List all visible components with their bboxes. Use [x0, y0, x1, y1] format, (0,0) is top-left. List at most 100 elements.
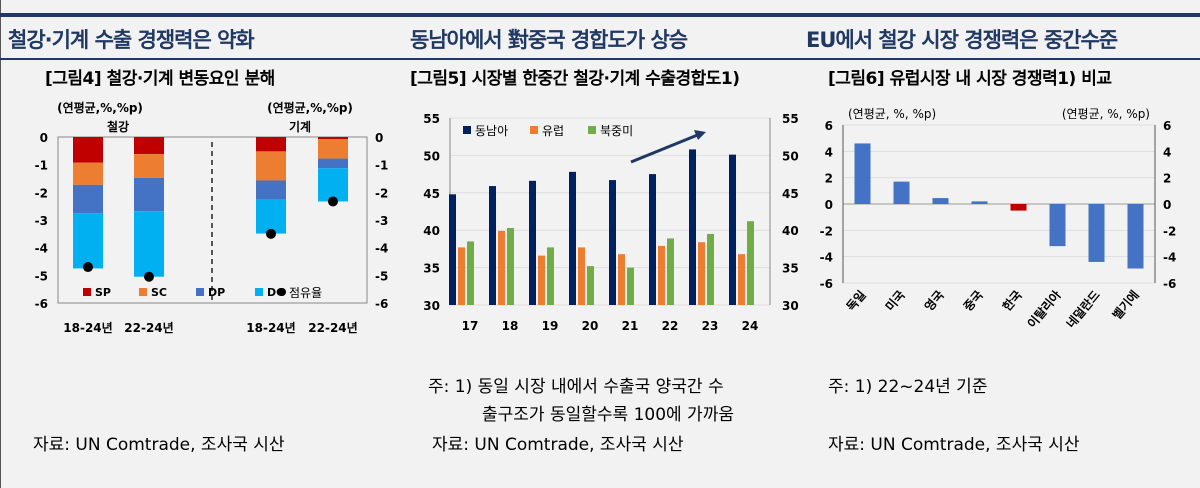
- legend-swatch: [278, 288, 286, 296]
- share-marker: [266, 228, 276, 239]
- bar-유럽: [498, 230, 505, 305]
- bar-SC: [73, 162, 103, 185]
- bar-유럽: [658, 245, 665, 305]
- heading-3: EU에서 철강 시장 경쟁력은 중간수준: [806, 28, 1118, 52]
- y-tick-right: -4: [375, 242, 388, 256]
- unit-right: (연평균, %, %p): [1062, 107, 1150, 121]
- y-tick-left: 45: [423, 187, 440, 201]
- x-label: 18-24년: [63, 321, 112, 335]
- bar-SP: [256, 137, 286, 152]
- bar-SP: [134, 137, 164, 155]
- legend-label: SC: [151, 286, 167, 299]
- x-label: 벨기에: [1109, 287, 1142, 322]
- bar-동남아: [609, 180, 616, 305]
- bar-중국: [971, 201, 988, 204]
- bar-SP: [318, 137, 348, 140]
- bar-동남아: [569, 171, 576, 305]
- y-tick-right: -2: [375, 186, 388, 200]
- bar-DC: [256, 199, 286, 234]
- bar-네덜란드: [1088, 204, 1105, 262]
- y-tick-left: -1: [35, 159, 48, 173]
- unit-left: (연평균, %, %p): [848, 107, 936, 121]
- bar-벨기에: [1127, 204, 1144, 269]
- x-label: 독일: [844, 288, 869, 314]
- bar-동남아: [729, 154, 736, 305]
- figure-6-title: [그림6] 유럽시장 내 시장 경쟁력1) 비교: [828, 69, 1112, 89]
- x-label: 22: [662, 319, 679, 333]
- y-tick-right: 0: [1163, 198, 1171, 212]
- bar-동남아: [449, 194, 456, 305]
- y-tick-left: 6: [825, 119, 833, 133]
- legend-swatch: [139, 288, 147, 296]
- x-label: 17: [462, 319, 479, 333]
- y-tick-left: -2: [35, 186, 48, 200]
- bar-한국: [1010, 204, 1027, 211]
- y-tick-left: -4: [35, 242, 48, 256]
- bar-DP: [134, 177, 164, 212]
- bar-북중미: [467, 241, 474, 305]
- fig6-note: 주: 1) 22~24년 기준: [828, 377, 988, 397]
- legend-label: DP: [208, 286, 225, 299]
- unit-right: (연평균,%,%p): [267, 100, 353, 115]
- y-tick-left: 4: [825, 145, 833, 159]
- bar-영국: [932, 198, 949, 204]
- x-label: 중국: [961, 288, 986, 314]
- source-2: 자료: UN Comtrade, 조사국 시산: [432, 435, 684, 455]
- y-tick-left: 0: [825, 198, 833, 212]
- heading-2: 동남아에서 對중국 경합도가 상승: [410, 28, 688, 52]
- y-tick-left: 50: [423, 149, 440, 163]
- page-border: [0, 0, 1, 488]
- bar-유럽: [458, 247, 465, 305]
- x-label: 18: [502, 319, 519, 333]
- bar-이탈리아: [1049, 204, 1066, 247]
- bar-SC: [134, 154, 164, 178]
- x-label: 미국: [882, 287, 908, 314]
- y-tick-right: 40: [782, 224, 799, 238]
- chart-figure-4: 0 0 -1 -1 -2 -2 -3 -3 -4 -4 -5 -5 -6 -6 (연평균,%,%p) (연평균…: [35, 100, 389, 335]
- legend-label: SP: [95, 286, 111, 299]
- legend-label: 동남아: [475, 124, 508, 138]
- y-tick-right: 4: [1163, 145, 1171, 159]
- fig5-note-line2: 출구조가 동일할수록 100에 가까움: [482, 405, 734, 425]
- bar-SC: [318, 139, 348, 159]
- x-label: 22-24년: [308, 321, 357, 335]
- y-tick-left: 0: [40, 131, 48, 145]
- bar-DP: [256, 180, 286, 200]
- y-tick-left: -5: [35, 269, 48, 283]
- heading-rule: [0, 58, 1200, 60]
- x-label: 24: [742, 319, 759, 333]
- share-marker: [83, 262, 93, 273]
- y-tick-right: -1: [375, 159, 388, 173]
- fig5-note-line1: 주: 1) 동일 시장 내에서 수출국 양국간 수: [428, 377, 724, 397]
- x-label: 네덜란드: [1063, 287, 1103, 330]
- figure-4-title: [그림4] 철강·기계 변동요인 분해: [45, 69, 275, 89]
- bar-북중미: [707, 233, 714, 305]
- bar-SC: [256, 151, 286, 181]
- y-tick-right: -4: [1163, 251, 1176, 265]
- y-tick-left: 35: [423, 262, 440, 276]
- y-tick-right: -2: [1163, 224, 1176, 238]
- y-tick-left: -6: [820, 277, 833, 291]
- y-tick-right: 50: [782, 149, 799, 163]
- bar-유럽: [738, 254, 745, 305]
- plot-area: [57, 136, 368, 304]
- bar-동남아: [529, 180, 536, 305]
- bar-DC: [318, 168, 348, 202]
- bar-북중미: [667, 238, 674, 305]
- legend-swatch: [588, 126, 596, 134]
- y-tick-left: 55: [423, 112, 440, 126]
- share-marker: [144, 271, 154, 282]
- x-label: 21: [622, 319, 639, 333]
- legend-label: 북중미: [600, 124, 633, 138]
- y-tick-right: 6: [1163, 119, 1171, 133]
- bar-미국: [893, 181, 910, 204]
- heading-1: 철강·기계 수출 경쟁력은 약화: [8, 28, 255, 52]
- bar-동남아: [489, 186, 496, 305]
- bar-북중미: [627, 267, 634, 305]
- y-tick-left: -3: [35, 214, 48, 228]
- y-tick-right: -5: [375, 269, 388, 283]
- bar-유럽: [538, 255, 545, 305]
- x-label: 18-24년: [246, 321, 295, 335]
- trend-arrow: [630, 132, 701, 164]
- bar-유럽: [578, 247, 585, 305]
